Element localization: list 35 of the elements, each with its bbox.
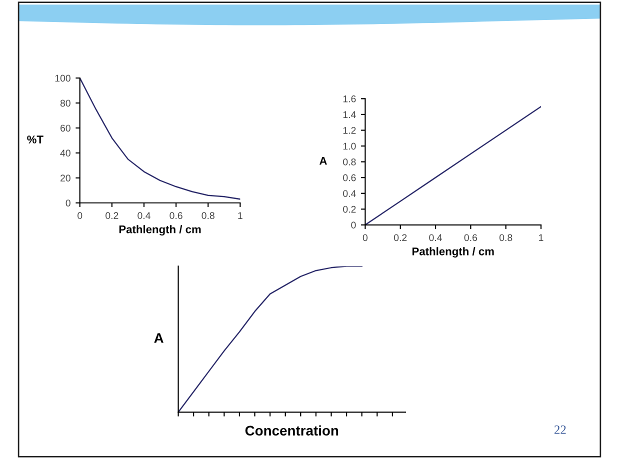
y-tick-label: 100 bbox=[55, 74, 70, 82]
y-tick-label: 0.4 bbox=[343, 190, 356, 197]
y-tick-label: 0 bbox=[351, 222, 356, 229]
x-tick-label: 0.4 bbox=[138, 212, 150, 220]
y-tick-label: 60 bbox=[60, 124, 70, 132]
x-axis-title: Pathlength / cm bbox=[119, 225, 201, 236]
line-series bbox=[80, 78, 240, 200]
x-tick-label: 0.8 bbox=[202, 212, 214, 220]
text: 22 bbox=[554, 425, 566, 434]
y-axis-title: A bbox=[319, 157, 327, 165]
y-tick-label: 40 bbox=[60, 150, 70, 157]
y-tick-label: 1.4 bbox=[343, 111, 356, 118]
y-tick-label: 0.6 bbox=[343, 174, 356, 182]
x-tick-label: 0.6 bbox=[170, 212, 182, 220]
x-axis-title: Pathlength / cm bbox=[412, 247, 494, 258]
y-axis-title: %T bbox=[27, 136, 44, 144]
x-tick-label: 1 bbox=[238, 212, 242, 219]
x-tick-label: 0.4 bbox=[429, 234, 442, 242]
x-tick-label: 0.8 bbox=[499, 234, 512, 242]
x-tick-label: 0.2 bbox=[106, 212, 118, 220]
y-tick-label: 0 bbox=[66, 200, 70, 206]
x-tick-label: 0 bbox=[362, 234, 368, 242]
y-tick-label: 80 bbox=[60, 100, 70, 107]
x-tick-label: 0.6 bbox=[464, 234, 478, 242]
y-tick-label: 0.2 bbox=[343, 206, 356, 213]
y-tick-label: 1.0 bbox=[343, 142, 356, 150]
x-tick-label: 1 bbox=[539, 234, 544, 241]
y-tick-label: 1.2 bbox=[343, 126, 356, 134]
y-tick-label: 1.6 bbox=[343, 95, 356, 102]
x-tick-label: 0 bbox=[78, 212, 82, 220]
y-axis-title: A bbox=[154, 333, 164, 343]
x-tick-label: 0.2 bbox=[394, 234, 407, 242]
y-tick-label: 0.8 bbox=[343, 158, 356, 166]
x-axis-title: Concentration bbox=[245, 425, 338, 436]
y-tick-label: 20 bbox=[60, 174, 70, 182]
